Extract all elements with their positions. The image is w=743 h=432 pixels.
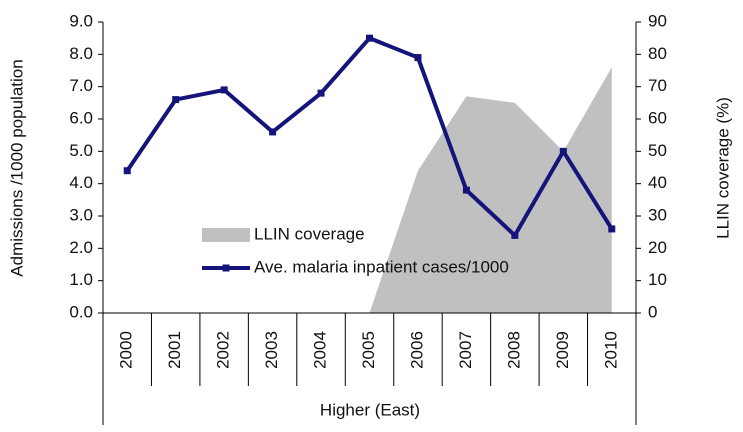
marker [608, 225, 616, 233]
y-tick-label: 9.0 [69, 11, 93, 30]
y-tick-label: 4.0 [69, 173, 93, 192]
x-tick-label: 2004 [311, 331, 330, 369]
y2-tick-label: 90 [648, 11, 667, 30]
y2-tick-label: 60 [648, 108, 667, 127]
y2-tick-label: 70 [648, 76, 667, 95]
legend-marker [222, 264, 230, 272]
y-tick-label: 8.0 [69, 44, 93, 63]
x-group-label: Higher (East) [320, 400, 420, 419]
y-tick-label: 3.0 [69, 205, 93, 224]
marker [317, 89, 325, 97]
y2-tick-label: 10 [648, 270, 667, 289]
x-tick-label: 2009 [553, 331, 572, 369]
x-tick-label: 2001 [165, 331, 184, 369]
y2-tick-label: 50 [648, 141, 667, 160]
x-tick-label: 2007 [456, 331, 475, 369]
y-tick-label: 5.0 [69, 141, 93, 160]
y-tick-label: 0.0 [69, 302, 93, 321]
x-tick-label: 2006 [407, 331, 426, 369]
x-tick-label: 2002 [214, 331, 233, 369]
marker [172, 96, 180, 104]
marker [269, 128, 277, 136]
x-tick-label: 2000 [117, 331, 136, 369]
legend-label: LLIN coverage [254, 224, 365, 243]
x-tick-label: 2003 [262, 331, 281, 369]
y-tick-label: 6.0 [69, 108, 93, 127]
y2-tick-label: 30 [648, 205, 667, 224]
x-tick-label: 2005 [359, 331, 378, 369]
marker [414, 54, 422, 62]
marker [462, 186, 470, 194]
y2-axis-title: LLIN coverage (%) [713, 97, 732, 239]
y-tick-label: 7.0 [69, 76, 93, 95]
y-axis-title: Admissions /1000 population [7, 59, 26, 276]
x-tick-label: 2010 [601, 331, 620, 369]
marker [123, 167, 131, 175]
marker [220, 86, 228, 94]
y2-tick-label: 20 [648, 238, 667, 257]
y2-tick-label: 40 [648, 173, 667, 192]
legend-swatch [202, 228, 250, 242]
area [127, 67, 612, 314]
marker [366, 34, 373, 42]
x-tick-label: 2008 [504, 331, 523, 369]
legend-label: Ave. malaria inpatient cases/1000 [254, 257, 509, 276]
y2-tick-label: 0 [648, 302, 657, 321]
marker [511, 231, 519, 239]
y-tick-label: 2.0 [69, 238, 93, 257]
marker [559, 147, 567, 155]
y-tick-label: 1.0 [69, 270, 93, 289]
y2-tick-label: 80 [648, 44, 667, 63]
